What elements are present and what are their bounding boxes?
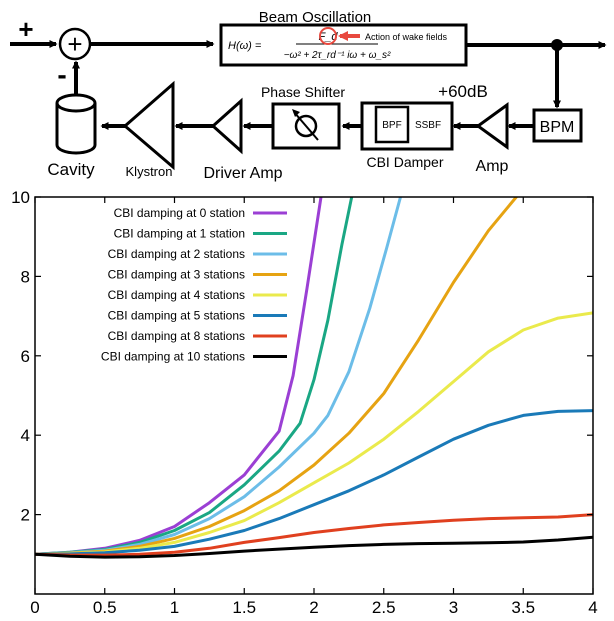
transfer-function-denominator: −ω² + 2τ_rd⁻¹ iω + ω_s² <box>284 50 391 61</box>
plus-sign: + <box>18 14 33 44</box>
y-tick-label: 2 <box>21 506 30 525</box>
transfer-function-numerator: F_d <box>319 31 339 43</box>
summer-symbol: + <box>67 29 82 59</box>
legend: CBI damping at 0 station CBI damping at 1… <box>101 206 287 364</box>
legend-label-7: CBI damping at 10 stations <box>101 350 245 364</box>
amp-triangle <box>475 102 509 150</box>
x-tick-label: 4 <box>588 598 597 617</box>
transfer-function-lhs: H(ω) = <box>228 40 262 52</box>
plot-area <box>35 197 593 594</box>
bpf-label: BPF <box>382 120 401 131</box>
legend-label-3: CBI damping at 3 stations <box>108 268 245 282</box>
series-line-7 <box>35 535 593 559</box>
wake-annotation: Action of wake fields <box>365 32 448 42</box>
y-tick-label: 10 <box>11 188 30 207</box>
legend-label-5: CBI damping at 5 stations <box>108 309 245 323</box>
x-tick-label: 2 <box>309 598 318 617</box>
x-tick-label: 0 <box>30 598 39 617</box>
phase-shifter-label: Phase Shifter <box>261 84 345 100</box>
amp-label: Amp <box>476 158 509 175</box>
x-tick-label: 1 <box>170 598 179 617</box>
ssbf-label: SSBF <box>415 120 441 131</box>
gain-label: +60dB <box>438 82 488 101</box>
x-tick-label: 2.5 <box>372 598 396 617</box>
beam-oscillation-title: Beam Oscillation <box>259 9 372 26</box>
driver-amp-label: Driver Amp <box>203 165 282 182</box>
legend-label-4: CBI damping at 4 stations <box>108 288 245 302</box>
phase-shifter-icon <box>292 109 319 141</box>
summing-junction: + <box>58 27 92 61</box>
bpm-label: BPM <box>540 119 575 136</box>
legend-label-1: CBI damping at 1 station <box>114 227 245 241</box>
series-layer <box>35 197 593 559</box>
bpf-box <box>374 105 410 144</box>
klystron-triangle <box>122 80 175 171</box>
legend-label-0: CBI damping at 0 station <box>114 206 245 220</box>
y-tick-label: 4 <box>21 426 30 445</box>
x-tick-label: 1.5 <box>232 598 256 617</box>
minus-sign: - <box>57 59 66 90</box>
cbi-damper-label: CBI Damper <box>366 154 443 170</box>
legend-label-2: CBI damping at 2 stations <box>108 247 245 261</box>
legend-label-6: CBI damping at 8 stations <box>108 329 245 343</box>
series-line-5 <box>35 409 593 556</box>
cavity-icon <box>55 93 97 155</box>
ticks-layer: 0 0.5 1 1.5 2 2.5 3 3.5 4 2 4 6 8 10 <box>11 188 598 617</box>
wake-highlight-circle <box>319 27 337 45</box>
series-line-6 <box>35 513 593 557</box>
x-tick-label: 3.5 <box>511 598 535 617</box>
driver-amp-triangle <box>210 97 243 155</box>
x-tick-label: 0.5 <box>93 598 117 617</box>
y-tick-label: 6 <box>21 347 30 366</box>
klystron-label: Klystron <box>126 164 173 179</box>
series-line-4 <box>35 311 593 556</box>
growth-chart: 0 0.5 1 1.5 2 2.5 3 3.5 4 2 4 6 8 10 CBI damping at 0… <box>11 188 598 617</box>
y-tick-label: 8 <box>21 267 30 286</box>
cavity-label: Cavity <box>47 160 95 179</box>
block-diagram: + - + Beam Oscillation H(ω) = F_d Action… <box>10 9 607 182</box>
x-tick-label: 3 <box>449 598 458 617</box>
